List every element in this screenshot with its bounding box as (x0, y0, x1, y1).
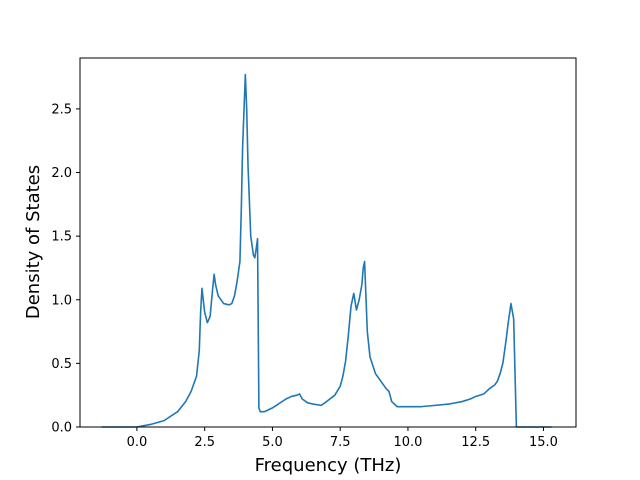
series-layer (101, 73, 552, 428)
y-tick-label: 0.0 (51, 421, 72, 436)
series-line-0 (101, 73, 552, 428)
plot-frame (79, 57, 577, 428)
y-tick-label: 1.5 (51, 230, 72, 245)
x-tick-label: 10.0 (393, 435, 422, 450)
y-tick-label: 1.0 (51, 293, 72, 308)
x-tick-label: 12.5 (461, 435, 490, 450)
x-tick-label: 15.0 (529, 435, 558, 450)
x-tick-label: 5.0 (262, 435, 283, 450)
y-axis-ticks: 0.0 0.5 1.0 1.5 2.0 2.5 (51, 102, 80, 436)
y-tick-label: 2.0 (51, 166, 72, 181)
x-axis-label: Frequency (THz) (255, 455, 402, 476)
x-tick-label: 0.0 (127, 435, 148, 450)
y-tick-label: 2.5 (51, 102, 72, 117)
y-axis-label: Density of States (23, 165, 44, 319)
y-tick-label: 0.5 (51, 357, 72, 372)
x-tick-label: 7.5 (330, 435, 351, 450)
x-tick-label: 2.5 (194, 435, 215, 450)
x-axis-ticks: 0.0 2.5 5.0 7.5 10.0 12.5 15.0 (127, 427, 558, 450)
